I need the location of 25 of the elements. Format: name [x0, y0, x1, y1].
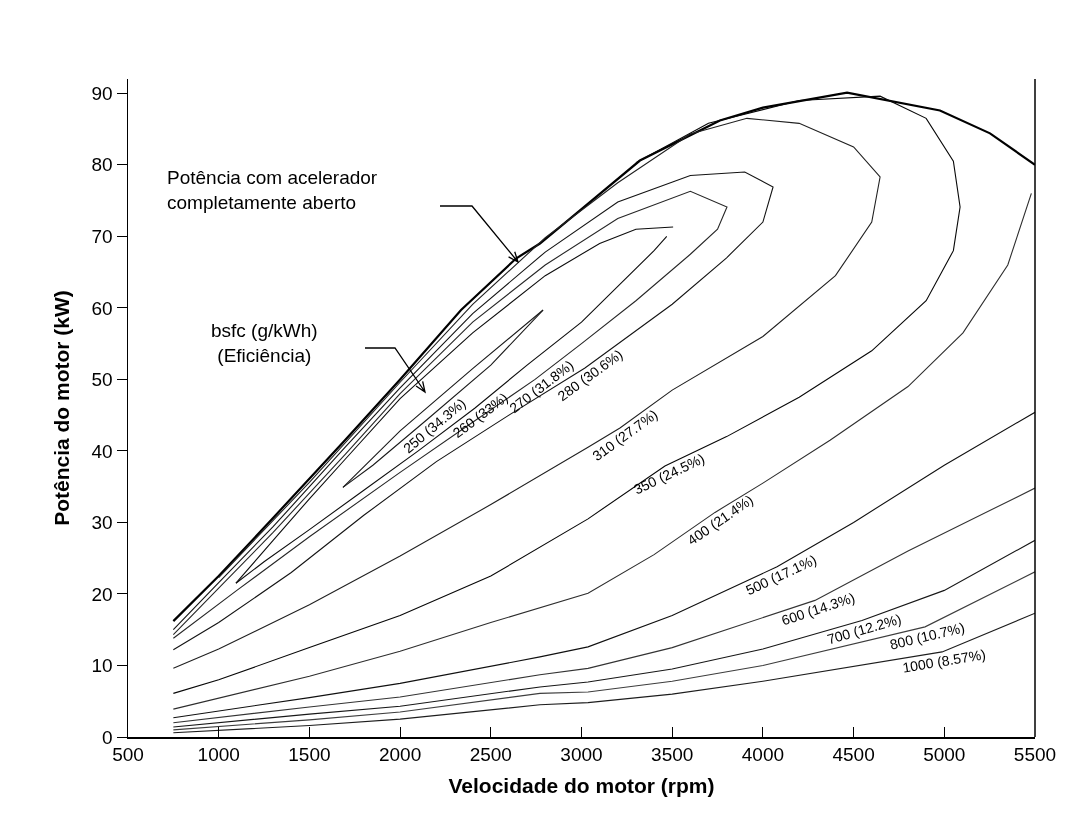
y-tick-label: 20	[91, 583, 113, 605]
x-tick-label: 500	[112, 744, 144, 766]
x-tick-label: 1000	[197, 744, 240, 766]
x-axis-title: Velocidade do motor (rpm)	[448, 774, 715, 798]
annotation: Potência com acelerador completamente aberto	[167, 167, 378, 213]
y-tick-label: 90	[91, 82, 113, 104]
x-tick-label: 3500	[651, 744, 694, 766]
x-tick-label: 2500	[469, 744, 512, 766]
y-tick-label: 10	[91, 655, 113, 677]
x-tick-label: 3000	[560, 744, 603, 766]
x-tick-label: 1500	[288, 744, 331, 766]
y-tick-label: 0	[102, 726, 113, 748]
y-tick-label: 60	[91, 297, 113, 319]
x-tick-label: 4000	[741, 744, 785, 766]
y-tick-label: 40	[91, 440, 113, 462]
x-tick-label: 2000	[378, 744, 422, 766]
x-tick-label: 4500	[832, 744, 875, 766]
x-tick-label: 5500	[1013, 744, 1057, 766]
y-axis-title: Potência do motor (kW)	[49, 290, 73, 526]
y-tick-label: 70	[91, 226, 113, 247]
annotation: bsfc (g/kWh) (Eficiência)	[211, 320, 318, 366]
y-tick-label: 30	[91, 512, 113, 534]
x-tick-label: 5000	[923, 744, 966, 766]
y-tick-label: 80	[91, 154, 113, 176]
y-tick-label: 50	[91, 369, 113, 391]
